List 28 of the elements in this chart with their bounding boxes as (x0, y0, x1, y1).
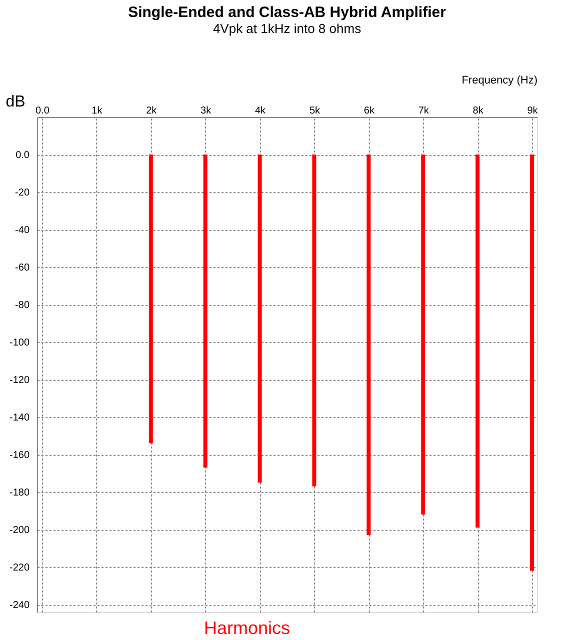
y-tick-label: -180 (9, 488, 30, 498)
y-tick-label: -140 (9, 412, 30, 424)
chart-subtitle: 4Vpk at 1kHz into 8 ohms (212, 21, 362, 36)
x-tick-label: 7k (418, 106, 430, 116)
x-tick-label: 3k (200, 106, 212, 116)
y-tick-label: -120 (9, 375, 30, 386)
x-tick-label: 9k (527, 106, 539, 116)
x-axis-title: Frequency (Hz) (462, 74, 538, 86)
x-tick-label: 4k (254, 106, 267, 116)
x-tick-label: 5k (309, 106, 322, 116)
x-tick-label: 6k (364, 106, 376, 116)
y-tick-label: -100 (9, 338, 30, 348)
x-tick-label: 2k (146, 106, 158, 116)
y-tick-label: -220 (9, 562, 30, 574)
y-tick-label: -160 (9, 450, 30, 461)
x-tick-label: 8k (472, 106, 484, 116)
x-tick-label: 0.0 (36, 106, 50, 116)
y-tick-label: 0.0 (16, 150, 30, 161)
y-tick-label: -240 (9, 600, 30, 611)
y-tick-label: -20 (15, 188, 30, 198)
y-tick-label: -80 (15, 300, 30, 311)
y-tick-label: -200 (9, 525, 30, 536)
y-tick-label: -40 (15, 225, 30, 236)
text: Harmonics (204, 618, 290, 638)
x-tick-label: 1k (92, 106, 104, 116)
y-axis-title: dB (6, 94, 26, 110)
y-tick-label: -60 (15, 262, 30, 274)
chart-title: Single-Ended and Class-AB Hybrid Amplifier (128, 4, 446, 21)
